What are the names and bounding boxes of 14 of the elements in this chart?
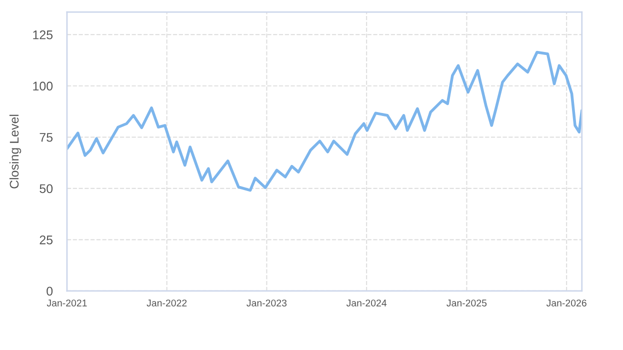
- x-tick-label: Jan-2023: [246, 300, 287, 306]
- y-tick-label: 125: [33, 30, 53, 40]
- y-tick-label: 0: [46, 286, 53, 296]
- y-tick-label: 50: [40, 184, 53, 194]
- x-tick-label: Jan-2024: [346, 300, 387, 306]
- x-tick-label: Jan-2025: [446, 300, 487, 306]
- y-tick-label: 75: [40, 133, 53, 142]
- x-tick-label: Jan-2026: [546, 300, 586, 306]
- x-tick-label: Jan-2022: [146, 300, 187, 306]
- x-tick-label: Jan-2021: [46, 300, 87, 306]
- y-tick-label: 25: [40, 236, 53, 244]
- y-axis-title: Closing Level: [9, 114, 22, 188]
- y-tick-label: 100: [33, 82, 53, 91]
- line-series: [66, 50, 582, 192]
